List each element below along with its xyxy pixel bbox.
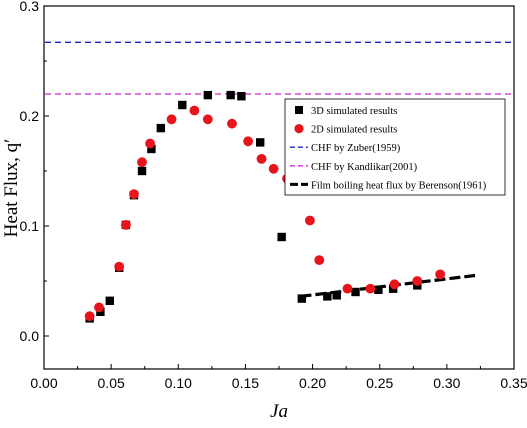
data-point-circle — [129, 189, 139, 200]
data-point-square — [374, 285, 383, 294]
legend: 3D simulated results 2D simulated results… — [284, 98, 506, 196]
data-point-square — [137, 166, 147, 176]
data-point-circle — [94, 302, 104, 313]
x-tick-label: 0.35 — [500, 375, 527, 391]
data-point-circle — [166, 114, 177, 125]
data-point-square — [297, 294, 307, 303]
y-tick-label: 0.3 — [20, 0, 40, 14]
x-tick-label: 0.00 — [30, 375, 57, 391]
legend-label: Film boiling heat flux by Berenson(1961) — [311, 180, 487, 191]
x-axis-title: Ja — [270, 401, 288, 422]
x-tick-label: 0.05 — [98, 375, 125, 391]
y-tick-label: 0.2 — [20, 108, 40, 124]
data-point-circle — [227, 118, 237, 129]
x-tick-label: 0.10 — [165, 375, 192, 391]
legend-label: CHF by Zuber(1959) — [311, 143, 401, 154]
data-point-square — [203, 90, 213, 100]
data-point-square — [178, 100, 187, 110]
legend-swatch-square — [295, 106, 303, 114]
x-tick-label: 0.15 — [232, 375, 259, 391]
reference-lines — [45, 41, 513, 298]
data-point-square — [105, 296, 114, 305]
data-point-circle — [389, 279, 400, 290]
legend-label: 2D simulated results — [311, 125, 397, 136]
data-point-circle — [314, 255, 325, 265]
data-point-square — [351, 287, 360, 297]
data-point-circle — [137, 157, 147, 168]
data-point-circle — [268, 163, 279, 174]
x-tick-label: 0.30 — [433, 375, 460, 391]
data-point-circle — [304, 215, 315, 226]
data-point-square — [323, 292, 332, 301]
data-point-circle — [365, 283, 376, 294]
data-point-square — [332, 291, 341, 300]
data-point-square — [237, 92, 246, 101]
data-point-square — [226, 90, 235, 100]
y-tick-label: 0.1 — [20, 218, 40, 234]
data-point-circle — [84, 311, 95, 322]
legend-swatch-circle — [294, 124, 304, 134]
legend-label: CHF by Kandlikar(2001) — [311, 162, 418, 173]
y-tick-label: 0.0 — [20, 328, 40, 344]
data-point-circle — [114, 261, 125, 272]
x-tick-label: 0.20 — [299, 375, 326, 391]
data-point-circle — [256, 154, 267, 164]
data-marks — [84, 90, 446, 323]
x-tick-label: 0.25 — [366, 375, 393, 391]
legend-frame — [284, 98, 506, 196]
data-point-circle — [189, 105, 200, 116]
data-point-square — [256, 138, 265, 147]
data-point-circle — [202, 114, 213, 125]
data-point-square — [277, 232, 286, 242]
data-point-circle — [121, 220, 131, 230]
data-point-square — [147, 144, 156, 154]
data-point-circle — [145, 138, 155, 149]
axis-ticks: 0.00 0.05 0.10 0.15 0.20 0.25 0.30 0.35 0.0 0.1 0.… — [20, 0, 527, 391]
data-point-circle — [243, 136, 254, 147]
legend-label: 3D simulated results — [311, 106, 397, 117]
data-point-circle — [435, 269, 446, 280]
data-point-square — [156, 123, 166, 133]
y-axis-title: Heat Flux, q′ — [1, 139, 22, 238]
data-point-circle — [342, 283, 353, 294]
data-point-circle — [412, 276, 423, 286]
